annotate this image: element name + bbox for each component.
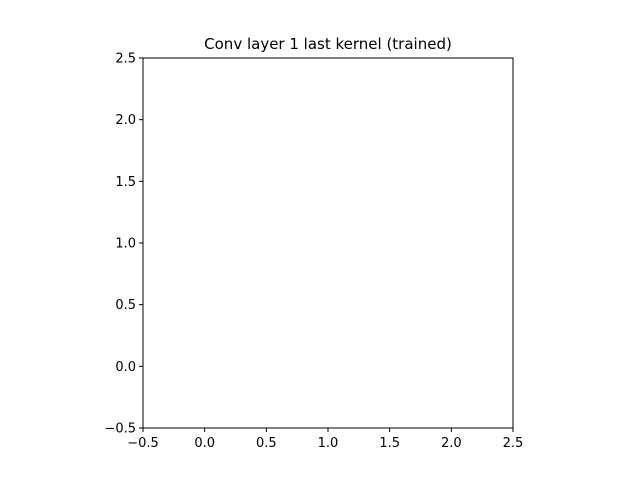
x-tick-label: −0.5 [127,436,159,451]
chart-title: Conv layer 1 last kernel (trained) [204,35,452,53]
y-tick-label: −0.5 [104,422,136,437]
y-tick-label: 0.5 [115,298,136,313]
x-tick-label: 2.5 [503,436,524,451]
y-tick-label: 1.5 [115,175,136,190]
x-tick-label: 1.0 [318,436,339,451]
x-tick-label: 0.5 [256,436,277,451]
y-tick-label: 1.0 [115,237,136,252]
y-tick-label: 2.0 [115,113,136,128]
y-axis: −0.5 0.0 0.5 1.0 1.5 2.0 2.5 [104,52,143,437]
x-tick-label: 0.0 [194,436,215,451]
x-tick-label: 2.0 [441,436,462,451]
x-axis: −0.5 0.0 0.5 1.0 1.5 2.0 2.5 [127,428,523,451]
y-tick-label: 2.5 [115,52,136,67]
x-tick-label: 1.5 [379,436,400,451]
y-tick-label: 0.0 [115,360,136,375]
